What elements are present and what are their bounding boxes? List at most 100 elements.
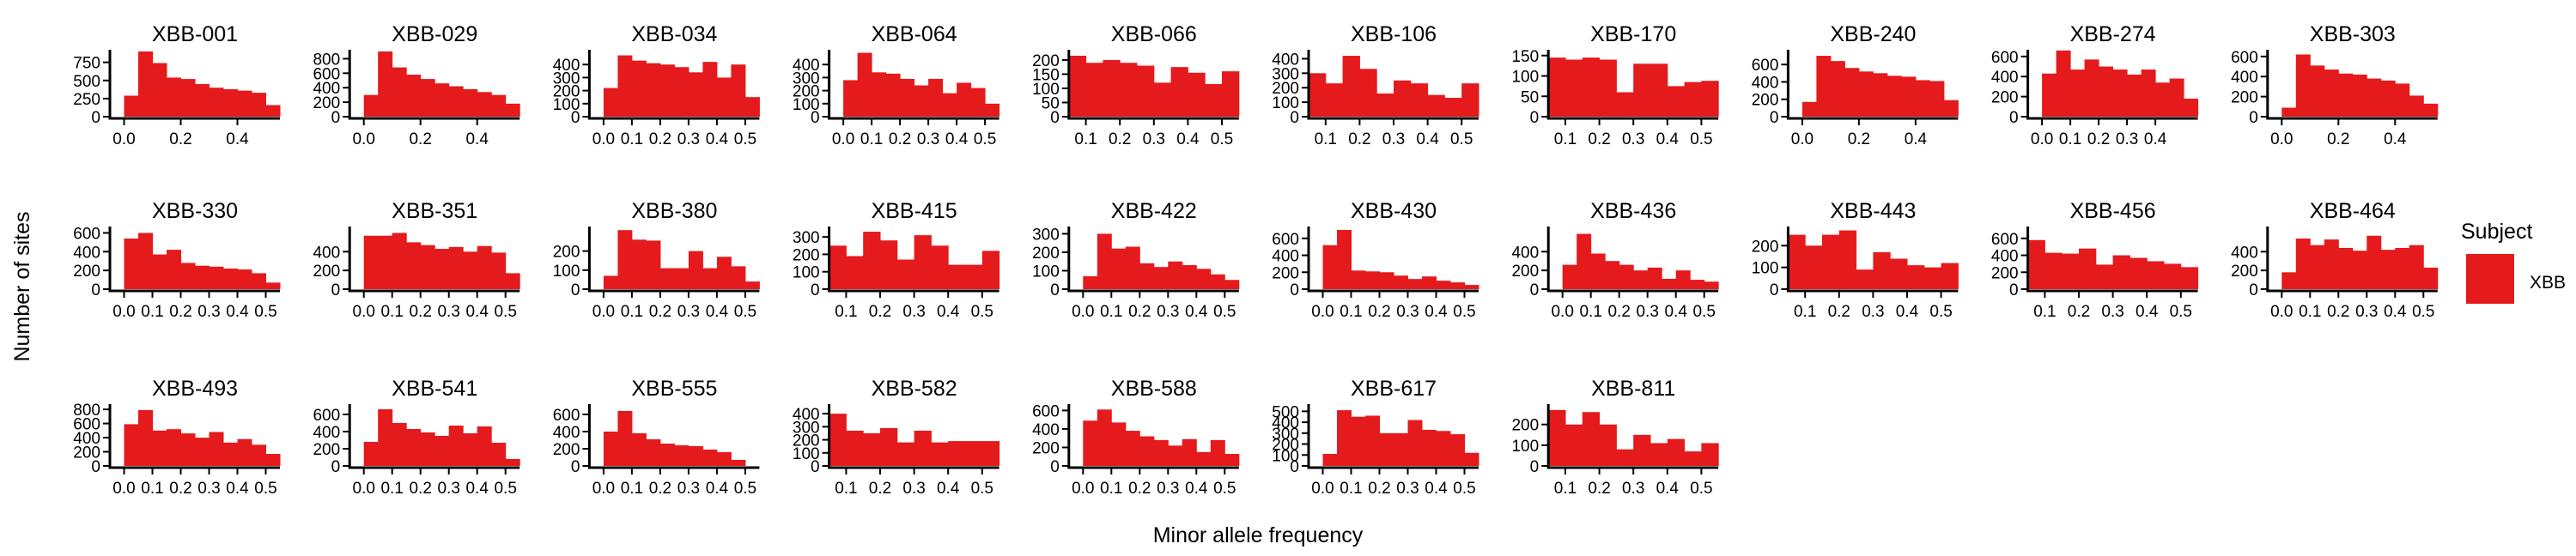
y-tick-label: 100 [793, 264, 820, 282]
x-tick-label: 0.1 [141, 480, 163, 498]
y-tick-label: 200 [313, 94, 340, 112]
histogram-bar [1168, 445, 1183, 466]
histogram-bar [1582, 412, 1601, 466]
histogram-bar [2169, 78, 2184, 117]
histogram-bar [688, 446, 703, 466]
histogram-bar [477, 92, 492, 117]
x-tick-label: 0.3 [677, 480, 700, 498]
panel-title: XBB-034 [631, 22, 717, 46]
histogram-bar [1858, 71, 1874, 117]
histogram-bar [914, 430, 932, 466]
histogram-bar [942, 93, 957, 117]
x-tick-label: 0.4 [2384, 130, 2407, 148]
x-tick-label: 0.2 [869, 480, 891, 498]
histogram-bar [863, 432, 881, 466]
y-tick-label: 300 [793, 229, 820, 247]
x-tick-label: 0.0 [832, 130, 854, 148]
y-tick-label: 400 [73, 430, 100, 448]
y-tick-label: 50 [1521, 88, 1539, 106]
panel-title: XBB-430 [1351, 199, 1437, 223]
histogram-bar [1805, 245, 1823, 289]
x-tick-label: 0.2 [1588, 130, 1610, 148]
histogram-bar [491, 443, 507, 466]
histogram-bar [1633, 63, 1651, 117]
histogram-bar [1915, 80, 1930, 117]
panel-title: XBB-274 [2070, 22, 2156, 46]
histogram-bar [702, 450, 718, 466]
panel-title: XBB-001 [152, 22, 238, 46]
y-tick-label: 0 [1050, 458, 1060, 476]
x-tick-label: 0.3 [677, 130, 700, 148]
x-tick-label: 0.0 [112, 130, 135, 148]
histogram-bar [880, 427, 898, 466]
x-tick-label: 0.0 [112, 303, 135, 321]
histogram-bar [1582, 57, 1601, 117]
x-tick-label: 0.0 [2031, 130, 2053, 148]
histogram-bar [491, 252, 507, 289]
y-tick-label: 200 [553, 441, 580, 459]
histogram-bar [152, 430, 167, 466]
histogram-bar [2423, 267, 2439, 289]
histogram-bar [603, 275, 618, 289]
histogram-bar [744, 97, 760, 117]
histogram-bar [434, 249, 450, 289]
histogram-bar [2281, 272, 2297, 289]
x-tick-label: 0.5 [734, 130, 756, 148]
y-tick-label: 250 [73, 91, 100, 109]
histogram-bar [931, 442, 949, 466]
panel-title: XBB-588 [1111, 377, 1197, 401]
histogram-bar [631, 60, 647, 117]
histogram-bar [1422, 430, 1437, 466]
histogram-bar [846, 256, 864, 289]
histogram-bar [1427, 94, 1445, 117]
histogram-bar [863, 232, 881, 289]
x-tick-label: 0.4 [1664, 303, 1687, 321]
histogram-bar [448, 86, 464, 117]
x-tick-label: 0.0 [1551, 303, 1573, 321]
y-tick-label: 400 [1991, 69, 2019, 87]
histogram-bar [392, 233, 407, 289]
histogram-bar [1376, 93, 1394, 117]
y-tick-label: 100 [1511, 438, 1539, 456]
y-tick-label: 600 [1032, 402, 1060, 420]
y-tick-label: 100 [1032, 81, 1060, 99]
histogram-bar [1170, 67, 1188, 117]
histogram-panel: XBB-443 0 100 200 0.1 0.2 0.3 0.4 0.5 [1752, 199, 1959, 321]
x-tick-label: 0.5 [1453, 303, 1475, 321]
x-tick-label: 0.1 [1554, 130, 1577, 148]
y-tick-label: 100 [793, 96, 820, 114]
histogram-bar [1650, 443, 1668, 466]
y-tick-label: 400 [1991, 248, 2019, 266]
y-tick-label: 600 [2231, 49, 2258, 67]
y-tick-label: 400 [1272, 414, 1299, 432]
y-tick-label: 400 [553, 424, 580, 442]
x-tick-label: 0.4 [937, 480, 960, 498]
histogram-bar [195, 438, 210, 466]
histogram-bar [252, 93, 266, 117]
y-tick-label: 200 [73, 444, 100, 462]
histogram-bar [463, 251, 478, 289]
y-axis-label: Number of sites [10, 211, 34, 361]
histogram-bar [2310, 245, 2325, 289]
histogram-bar [1337, 410, 1352, 466]
histogram-bar [1196, 451, 1212, 466]
histogram-bar [1701, 81, 1719, 117]
histogram-bar [2338, 73, 2354, 117]
x-tick-label: 0.1 [2299, 303, 2321, 321]
histogram-bar [1548, 57, 1566, 117]
x-tick-label: 0.4 [1416, 130, 1439, 148]
histogram-bar [2324, 70, 2339, 117]
x-tick-label: 0.2 [649, 130, 671, 148]
histogram-bar [731, 266, 746, 289]
histogram-bar [167, 429, 181, 466]
y-tick-label: 0 [2009, 281, 2019, 299]
histogram-bar [2079, 248, 2097, 289]
histogram-bar [1205, 84, 1223, 117]
x-tick-label: 0.1 [1554, 480, 1577, 498]
histogram-bar [1120, 63, 1138, 117]
